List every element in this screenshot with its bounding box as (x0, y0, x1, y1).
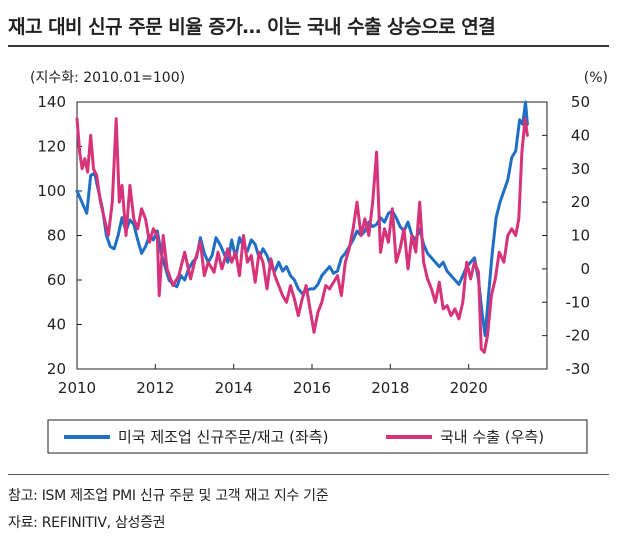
left-axis-unit-label: (지수화: 2010.01=100) (30, 70, 185, 86)
footnote: 참고: ISM 제조업 PMI 신규 주문 및 고객 재고 지수 기준 (8, 488, 329, 504)
left-axis-tick-label: 60 (47, 271, 66, 289)
right-axis-tick-label: -30 (566, 360, 591, 378)
left-axis-tick-label: 100 (37, 182, 66, 200)
legend-label-us-new-orders: 미국 제조업 신규주문/재고 (좌측) (118, 428, 328, 446)
x-axis: 2010 2012 2014 2016 2018 2020 (58, 364, 488, 397)
right-axis-unit-label: (%) (584, 70, 608, 86)
left-axis-tick-label: 80 (47, 227, 66, 245)
x-axis-tick-label: 2020 (450, 379, 488, 397)
right-axis-tick-label: 10 (571, 227, 590, 245)
footer-divider (8, 474, 609, 475)
x-axis-tick-label: 2018 (371, 379, 409, 397)
legend-label-korea-exports: 국내 수출 (우측) (440, 428, 544, 446)
x-axis-tick-label: 2014 (215, 379, 253, 397)
right-axis-tick-label: 0 (580, 260, 590, 278)
left-axis-tick-label: 40 (47, 316, 66, 334)
left-axis: 140 120 100 80 60 40 20 (37, 93, 82, 378)
x-axis-tick-label: 2010 (58, 379, 96, 397)
x-axis-tick-label: 2016 (293, 379, 331, 397)
left-axis-tick-label: 20 (47, 360, 66, 378)
page-title: 재고 대비 신규 주문 비율 증가… 이는 국내 수출 상승으로 연결 (8, 16, 496, 38)
source-note: 자료: REFINITIV, 삼성증권 (8, 515, 166, 531)
right-axis-tick-label: 30 (571, 160, 590, 178)
right-axis-tick-label: 50 (571, 93, 590, 111)
left-axis-tick-label: 120 (37, 138, 66, 156)
right-axis-tick-label: 40 (571, 126, 590, 144)
right-axis-tick-label: -10 (566, 293, 591, 311)
title-underline (8, 45, 609, 47)
legend-box (47, 419, 588, 454)
plot-frame (76, 101, 548, 370)
right-axis-tick-label: -20 (566, 327, 591, 345)
line-chart: (지수화: 2010.01=100) (%) 14012010080604020… (30, 70, 608, 454)
korea-exports-line (75, 117, 529, 354)
x-axis-tick-label: 2012 (136, 379, 174, 397)
right-axis-tick-label: 20 (571, 193, 590, 211)
left-axis-tick-label: 140 (37, 93, 66, 111)
right-axis: 50 40 30 20 10 0 -10 -20 -30 (542, 93, 590, 378)
